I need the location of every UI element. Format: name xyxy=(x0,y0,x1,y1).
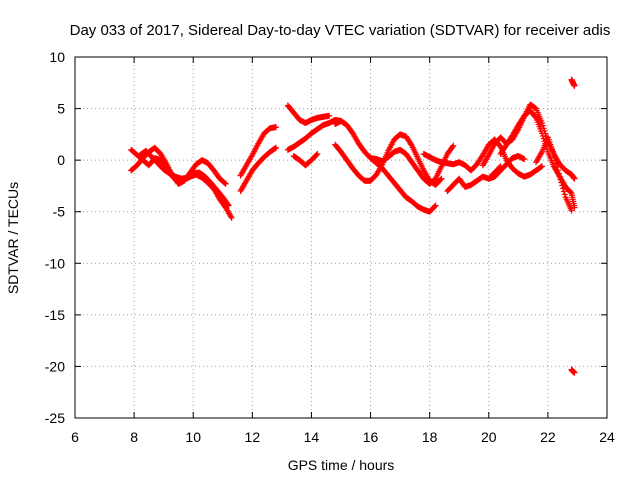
x-tick-label: 16 xyxy=(363,429,379,445)
data-point xyxy=(571,369,578,376)
x-tick-label: 20 xyxy=(481,429,497,445)
y-tick-label: 0 xyxy=(57,152,65,168)
data-point xyxy=(222,180,229,187)
data-point xyxy=(539,122,546,129)
series-arc-d xyxy=(237,144,279,195)
data-point xyxy=(532,113,539,120)
x-tick-label: 18 xyxy=(422,429,438,445)
y-axis-ticks: -25 -20 -15 -10 -5 0 5 10 xyxy=(45,49,607,426)
series-outlier-low xyxy=(568,366,578,376)
chart-title: Day 033 of 2017, Sidereal Day-to-day VTE… xyxy=(70,22,611,39)
x-axis-label: GPS time / hours xyxy=(288,457,395,473)
data-point xyxy=(571,82,578,89)
data-point xyxy=(449,143,456,150)
data-point xyxy=(557,176,564,183)
data-point xyxy=(560,188,567,195)
data-point xyxy=(408,141,415,148)
data-point xyxy=(225,202,232,209)
data-point xyxy=(450,142,457,149)
x-tick-label: 14 xyxy=(304,429,320,445)
data-point xyxy=(567,189,574,196)
data-point xyxy=(272,144,279,151)
data-point xyxy=(560,185,567,192)
y-tick-label: -20 xyxy=(45,358,65,374)
y-tick-label: -15 xyxy=(45,307,65,323)
series-arc-e xyxy=(237,124,279,179)
data-point xyxy=(221,180,228,187)
plot-frame xyxy=(74,56,608,419)
data-point xyxy=(538,120,545,127)
data-point xyxy=(272,124,279,131)
data-point xyxy=(326,112,333,119)
data-point xyxy=(568,207,575,214)
data-point xyxy=(521,156,528,163)
data-point xyxy=(432,202,439,209)
series-arc-p xyxy=(533,134,575,214)
x-tick-label: 8 xyxy=(130,429,138,445)
data-point xyxy=(313,151,320,158)
data-points xyxy=(128,76,578,376)
series-arc-c xyxy=(137,147,232,209)
data-point xyxy=(431,203,438,210)
y-tick-label: -10 xyxy=(45,255,65,271)
x-tick-label: 10 xyxy=(185,429,201,445)
data-point xyxy=(554,163,561,170)
data-point xyxy=(556,173,563,180)
x-tick-label: 24 xyxy=(599,429,615,445)
y-tick-label: 5 xyxy=(57,101,65,117)
data-point xyxy=(551,154,558,161)
series-arc-b xyxy=(128,146,235,221)
series-arc-k xyxy=(367,142,457,187)
data-point xyxy=(437,176,444,183)
y-axis-label: SDTVAR / TECUs xyxy=(5,182,21,294)
data-point xyxy=(550,150,557,157)
data-point xyxy=(538,130,545,137)
y-tick-label: -25 xyxy=(45,410,65,426)
x-axis-ticks: 6 8 10 12 14 16 18 20 22 24 xyxy=(71,57,615,445)
data-point xyxy=(555,167,562,174)
x-tick-label: 22 xyxy=(540,429,556,445)
data-point xyxy=(438,175,445,182)
data-point xyxy=(539,132,546,139)
data-point xyxy=(571,204,578,211)
data-point xyxy=(561,191,568,198)
data-point xyxy=(228,214,235,221)
series-arc-m xyxy=(444,163,504,195)
data-point xyxy=(552,157,559,164)
series-arc-h xyxy=(290,150,321,169)
series-arc-i xyxy=(332,117,439,215)
data-point xyxy=(555,170,562,177)
data-point xyxy=(571,175,578,182)
y-tick-label: -5 xyxy=(53,204,66,220)
data-point xyxy=(314,150,321,157)
x-tick-label: 12 xyxy=(245,429,261,445)
series-arc-f xyxy=(284,102,333,127)
data-point xyxy=(559,182,566,189)
x-tick-label: 6 xyxy=(71,429,79,445)
series-outlier-high xyxy=(568,76,578,89)
y-tick-label: 10 xyxy=(49,49,65,65)
data-point xyxy=(224,201,231,208)
data-point xyxy=(553,160,560,167)
data-point xyxy=(538,163,545,170)
data-point xyxy=(558,179,565,186)
series-arc-q xyxy=(485,153,528,182)
